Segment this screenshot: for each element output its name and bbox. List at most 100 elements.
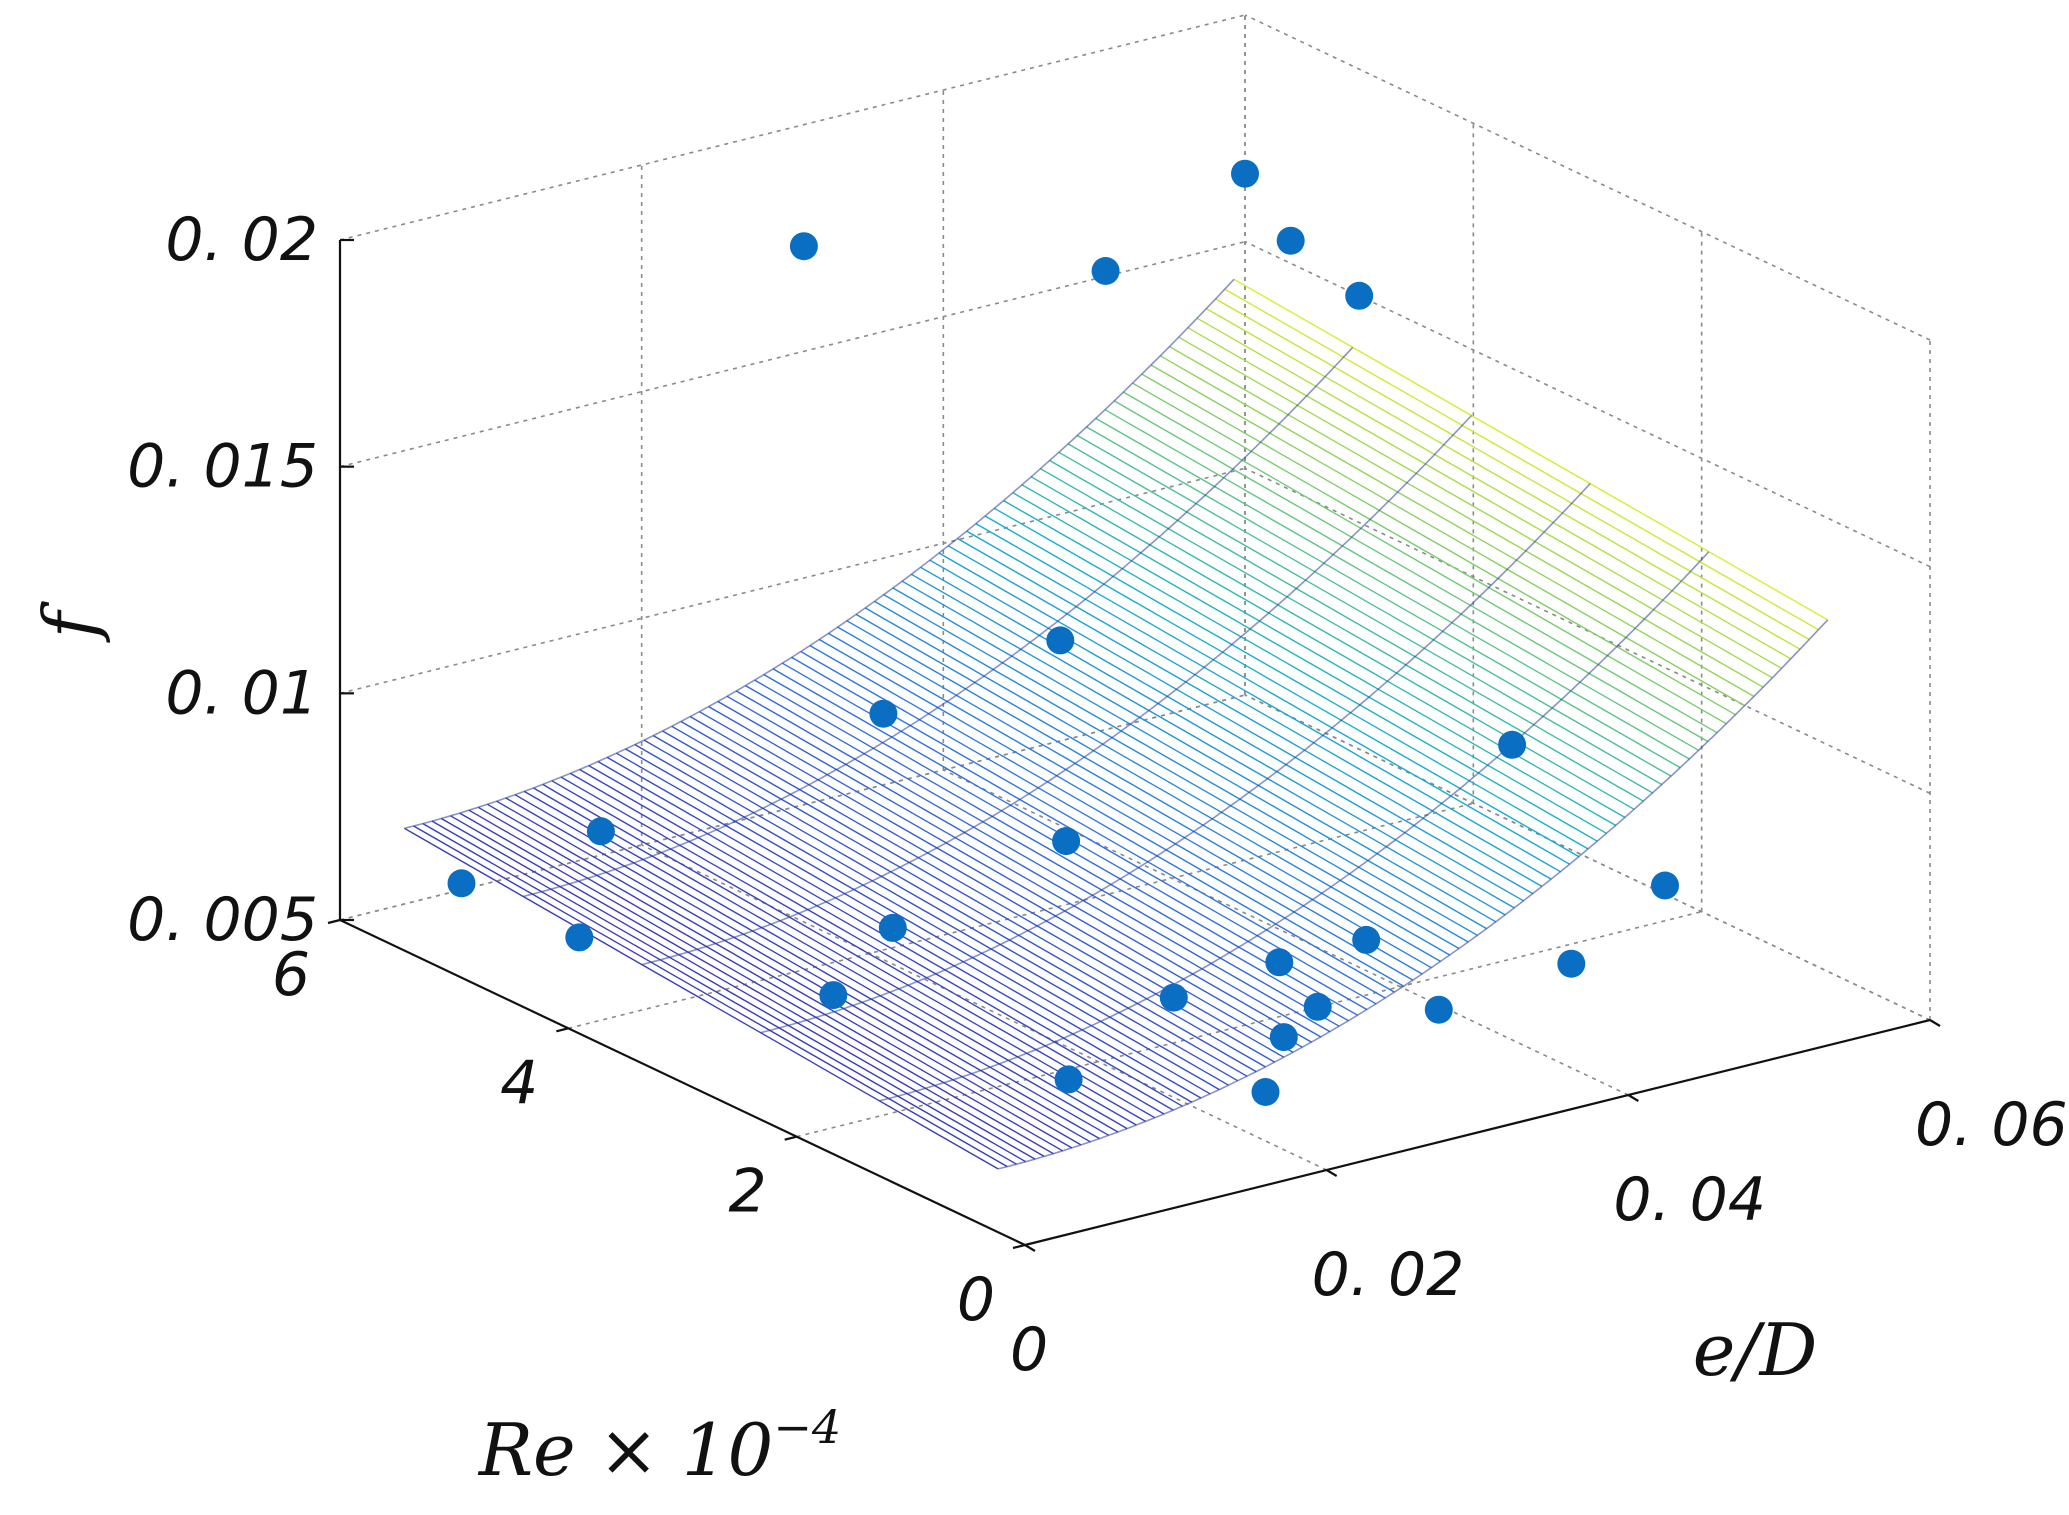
data-point-19 bbox=[789, 232, 818, 261]
surface-line-37 bbox=[745, 684, 1340, 1027]
grid-floor-y-2 bbox=[568, 802, 1474, 1030]
surface-line-77 bbox=[1113, 400, 1709, 743]
surface-line-54 bbox=[901, 580, 1497, 923]
data-point-0 bbox=[447, 869, 476, 898]
data-point-8 bbox=[1269, 1023, 1298, 1052]
x-tick-label-1: 0. 02 bbox=[1312, 1240, 1465, 1310]
grid-floor-x-3 bbox=[1244, 694, 1931, 1021]
data-point-1 bbox=[565, 923, 594, 952]
surface-line-52 bbox=[883, 594, 1478, 936]
surface-line-29 bbox=[671, 725, 1266, 1068]
surface-line-30 bbox=[680, 720, 1275, 1063]
data-point-13 bbox=[869, 699, 898, 728]
data-point-18 bbox=[1498, 730, 1527, 759]
surface-line-17 bbox=[560, 776, 1156, 1119]
surface-line-23 bbox=[616, 752, 1211, 1095]
y-axis-label-exponent: −4 bbox=[773, 1400, 841, 1454]
surface-line-63 bbox=[984, 515, 1580, 858]
surface-line-60 bbox=[957, 537, 1552, 880]
data-point-3 bbox=[819, 981, 848, 1010]
surface-line-33 bbox=[708, 705, 1303, 1048]
grid-floor-y-1 bbox=[796, 910, 1702, 1138]
data-point-12 bbox=[1052, 827, 1081, 856]
surface-line-50 bbox=[864, 607, 1460, 950]
surface-line-46 bbox=[828, 632, 1423, 975]
surface-line-61 bbox=[966, 530, 1561, 873]
grid-floor-x-2 bbox=[942, 769, 1629, 1096]
surface-line-4 bbox=[440, 817, 1036, 1160]
y-tick-mark-1 bbox=[784, 1135, 797, 1141]
y-tick-label-2: 4 bbox=[500, 1048, 538, 1118]
surface-line-18 bbox=[569, 772, 1165, 1115]
surface-line-11 bbox=[505, 797, 1100, 1140]
surface-contour-1 bbox=[879, 551, 1710, 1102]
surface-line-5 bbox=[450, 815, 1045, 1158]
surface-line-68 bbox=[1030, 476, 1626, 819]
surface-line-3 bbox=[431, 820, 1027, 1163]
surface-line-56 bbox=[920, 566, 1515, 909]
surface-line-53 bbox=[892, 587, 1487, 930]
data-point-11 bbox=[1424, 995, 1453, 1024]
grid-floor-y-3 bbox=[339, 694, 1246, 921]
surface-line-74 bbox=[1086, 426, 1681, 769]
surface-line-76 bbox=[1104, 409, 1699, 751]
surface-contour-4 bbox=[522, 346, 1354, 898]
surface-line-66 bbox=[1012, 492, 1607, 834]
surface-line-19 bbox=[579, 768, 1174, 1111]
y-tick-mark-0 bbox=[1012, 1243, 1026, 1250]
surface-line-49 bbox=[855, 613, 1451, 956]
surface-line-83 bbox=[1169, 345, 1764, 688]
surface-line-72 bbox=[1067, 443, 1663, 786]
z-tick-label-2: 0. 015 bbox=[127, 432, 318, 502]
surface-line-6 bbox=[459, 812, 1054, 1155]
data-point-6 bbox=[1251, 1078, 1280, 1106]
surface-line-80 bbox=[1141, 373, 1736, 716]
data-point-22 bbox=[1345, 281, 1374, 310]
x-tick-mark-1 bbox=[1326, 1169, 1338, 1177]
surface-line-34 bbox=[717, 700, 1312, 1043]
surface-line-14 bbox=[533, 787, 1128, 1130]
y-tick-label-3: 6 bbox=[272, 940, 310, 1010]
surface-line-35 bbox=[726, 695, 1322, 1038]
surface-line-55 bbox=[911, 573, 1506, 916]
surface-line-70 bbox=[1049, 459, 1644, 802]
surface-line-69 bbox=[1040, 468, 1635, 810]
surface-line-64 bbox=[993, 507, 1589, 850]
x-tick-mark-0 bbox=[1024, 1244, 1036, 1252]
y-tick-label-0: 0 bbox=[957, 1265, 995, 1335]
surface-line-67 bbox=[1021, 484, 1617, 827]
surface-contour-0 bbox=[997, 619, 1829, 1170]
z-tick-label-0: 0. 005 bbox=[127, 885, 318, 955]
surface-line-26 bbox=[643, 739, 1239, 1082]
surface-line-7 bbox=[468, 809, 1063, 1152]
surface-contour-3 bbox=[641, 414, 1473, 966]
x-tick-label-3: 0. 06 bbox=[1915, 1090, 2068, 1160]
data-point-14 bbox=[1352, 925, 1381, 954]
grid-back-z-3 bbox=[339, 14, 1246, 241]
tick-labels: 0 0. 02 0. 04 0. 06 0 2 4 60. 005 0. 01 0. 015 0. … bbox=[127, 205, 2068, 1385]
surface-line-45 bbox=[818, 638, 1414, 981]
surface-line-0 bbox=[404, 827, 999, 1170]
surface-line-12 bbox=[514, 794, 1110, 1136]
surface-line-9 bbox=[487, 803, 1082, 1146]
grid-back-z-1 bbox=[339, 467, 1246, 695]
surface-line-57 bbox=[929, 559, 1524, 902]
surface-line-27 bbox=[652, 734, 1248, 1077]
data-point-20 bbox=[1091, 257, 1120, 285]
grid-right-z-1 bbox=[1244, 467, 1931, 795]
surface-line-86 bbox=[1196, 317, 1792, 660]
data-point-15 bbox=[1557, 949, 1586, 978]
surface-line-84 bbox=[1178, 336, 1773, 679]
data-point-17 bbox=[1651, 871, 1679, 900]
surface-line-10 bbox=[496, 800, 1091, 1143]
surface-line-88 bbox=[1215, 298, 1810, 641]
data-point-10 bbox=[1265, 948, 1294, 977]
x-tick-label-0: 0 bbox=[1010, 1315, 1048, 1385]
surface-line-28 bbox=[662, 730, 1257, 1073]
surface-line-1 bbox=[413, 825, 1008, 1168]
surface-line-87 bbox=[1205, 307, 1801, 650]
surface-line-24 bbox=[625, 748, 1220, 1091]
data-point-9 bbox=[1303, 992, 1332, 1021]
z-tick-label-1: 0. 01 bbox=[165, 658, 318, 728]
